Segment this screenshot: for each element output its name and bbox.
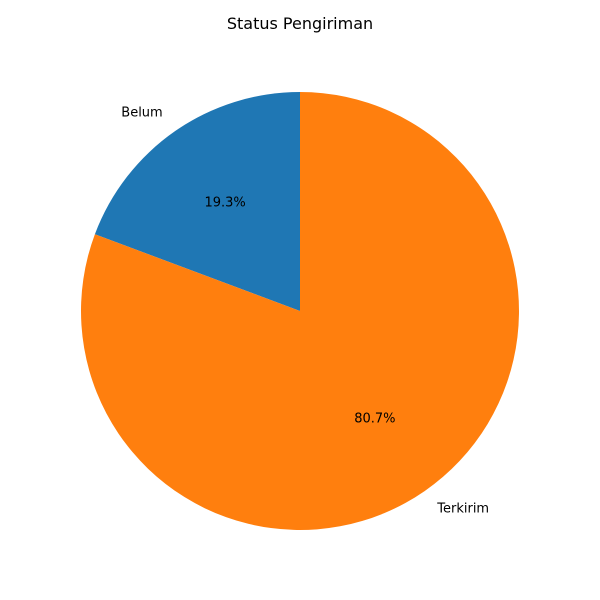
pie-slice-belum [94, 92, 301, 311]
slice-percent-belum: 19.3% [204, 196, 245, 211]
chart-title: Status Pengiriman [227, 14, 373, 33]
pie-slice-terkirim [81, 92, 520, 530]
slice-label-belum: Belum [121, 106, 162, 121]
slice-percent-terkirim: 80.7% [354, 411, 395, 426]
pie-labels: Belum 19.3% Terkirim 80.7% [121, 106, 489, 517]
pie-slices [81, 92, 520, 530]
slice-label-terkirim: Terkirim [436, 501, 489, 516]
